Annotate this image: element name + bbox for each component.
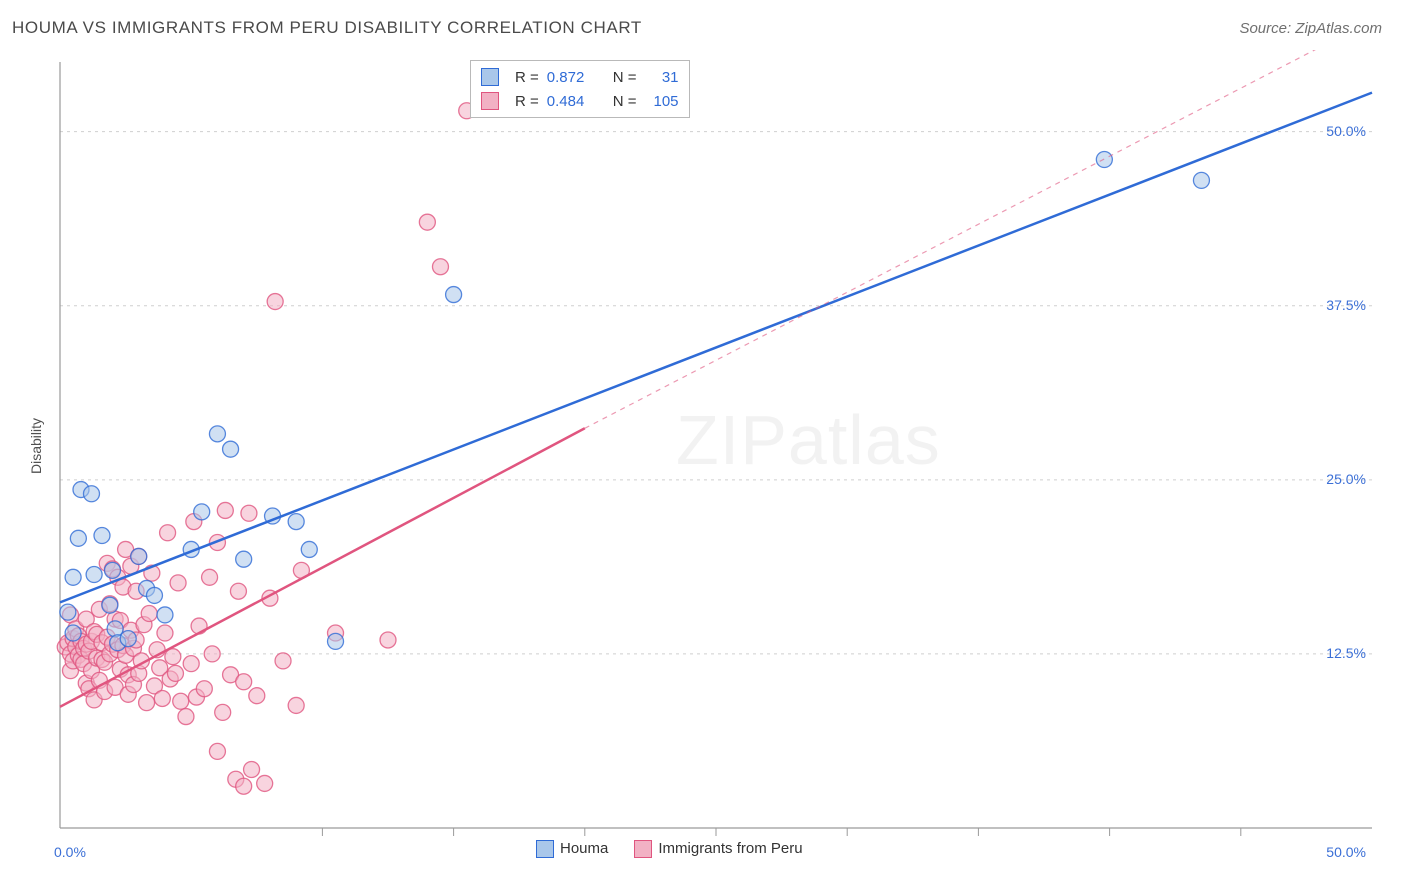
legend-r-label: R = xyxy=(515,93,539,110)
source-attribution: Source: ZipAtlas.com xyxy=(1239,20,1382,37)
series-legend-label-houma: Houma xyxy=(560,840,608,857)
x-tick-label-right: 50.0% xyxy=(1326,844,1366,860)
chart-container: HOUMA VS IMMIGRANTS FROM PERU DISABILITY… xyxy=(0,0,1406,892)
series-legend-swatch-peru xyxy=(634,840,652,858)
y-tick-label: 12.5% xyxy=(1326,645,1366,661)
legend-row-peru: R = 0.484 N = 105 xyxy=(481,89,679,113)
series-legend-label-peru: Immigrants from Peru xyxy=(658,840,802,857)
series-legend: Houma Immigrants from Peru xyxy=(536,840,803,858)
x-tick-label-left: 0.0% xyxy=(54,844,86,860)
y-tick-label: 25.0% xyxy=(1326,471,1366,487)
legend-r-label: R = xyxy=(515,69,539,86)
scatter-svg xyxy=(46,50,1386,840)
legend-n-value-houma: 31 xyxy=(645,69,679,86)
legend-n-value-peru: 105 xyxy=(645,93,679,110)
y-tick-label: 37.5% xyxy=(1326,297,1366,313)
correlation-legend: R = 0.872 N = 31 R = 0.484 N = 105 xyxy=(470,60,690,118)
legend-r-value-peru: 0.484 xyxy=(547,93,605,110)
y-axis-label: Disability xyxy=(28,418,44,474)
legend-row-houma: R = 0.872 N = 31 xyxy=(481,65,679,89)
series-legend-item-peru: Immigrants from Peru xyxy=(634,840,802,858)
series-legend-item-houma: Houma xyxy=(536,840,608,858)
y-tick-label: 50.0% xyxy=(1326,123,1366,139)
legend-swatch-houma xyxy=(481,68,499,86)
series-legend-swatch-houma xyxy=(536,840,554,858)
legend-swatch-peru xyxy=(481,92,499,110)
plot-area: ZIPatlas R =0.872N =31R =0.484N =105 Hou… xyxy=(46,50,1386,840)
chart-title: HOUMA VS IMMIGRANTS FROM PERU DISABILITY… xyxy=(12,18,642,38)
legend-r-value-houma: 0.872 xyxy=(547,69,605,86)
legend-n-label: N = xyxy=(613,69,637,86)
legend-n-label: N = xyxy=(613,93,637,110)
